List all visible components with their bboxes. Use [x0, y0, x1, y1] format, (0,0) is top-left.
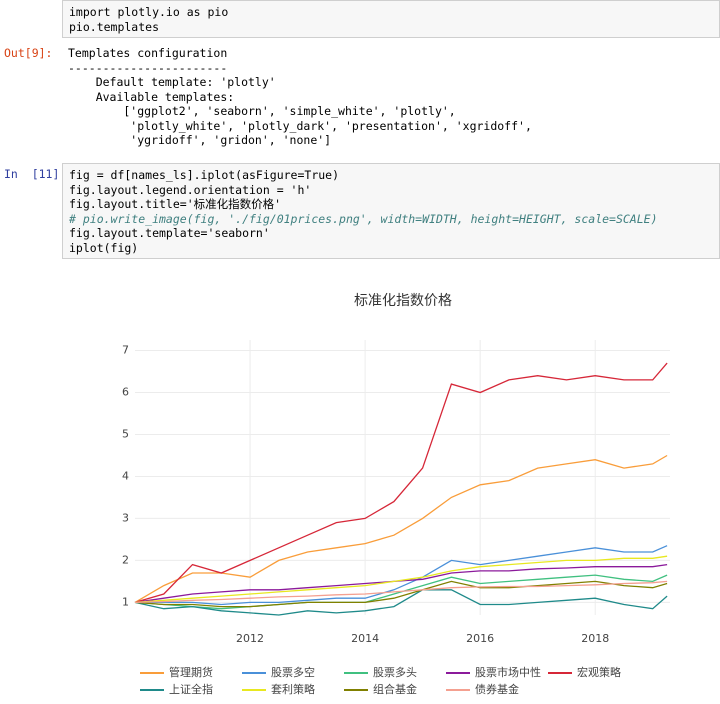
series-line: [134, 580, 668, 604]
text-line: import plotly.io as pio: [69, 5, 229, 19]
series-line: [134, 580, 668, 608]
series-line: [134, 563, 668, 604]
legend-label: 上证全指: [169, 682, 213, 696]
x-tick-label: 2014: [351, 632, 379, 645]
text-line: 'plotly_white', 'plotly_dark', 'presenta…: [68, 118, 532, 133]
code: fig = df[names_ls].iplot(asFigure=True) f…: [69, 168, 713, 255]
text-line: Default template: 'plotly': [68, 75, 276, 89]
x-tick-label: 2016: [466, 632, 494, 645]
code-cell[interactable]: import plotly.io as pio pio.templates: [62, 0, 720, 38]
text-line: Available templates:: [68, 89, 235, 104]
text-line: pio.templates: [69, 19, 160, 34]
text-line: # pio.write_image(fig, './fig/01prices.p…: [69, 211, 658, 226]
y-tick-label: 4: [122, 469, 129, 482]
out-prompt: Out[9]:: [4, 46, 53, 60]
text-line: fig.layout.legend.orientation = 'h': [69, 182, 312, 197]
text-line: -----------------------: [68, 60, 228, 75]
y-tick-label: 3: [122, 511, 129, 524]
chart-title: 标准化指数价格: [354, 293, 452, 309]
legend-label: 股票多头: [373, 665, 417, 679]
y-tick-label: 6: [122, 385, 129, 398]
text-line: 'ygridoff', 'gridon', 'none']: [68, 133, 332, 147]
text-line: fig.layout.template='seaborn': [69, 226, 270, 240]
series-line: [134, 555, 668, 604]
y-tick-label: 7: [122, 343, 129, 356]
series-line: [134, 362, 668, 604]
text-line: fig = df[names_ls].iplot(asFigure=True): [69, 168, 340, 182]
series-line: [135, 545, 668, 606]
legend-label: 宏观策略: [577, 665, 621, 679]
chart: 标准化指数价格 1 2 3 4 5 6 7 2012 2014 2016 2018 管理期货 股票多空 股…: [122, 293, 670, 696]
code: import plotly.io as pio pio.templates: [69, 5, 713, 34]
legend-label: 组合基金: [373, 682, 417, 696]
legend-label: 股票多空: [271, 665, 315, 679]
legend-label: 股票市场中性: [475, 665, 541, 679]
code-cell[interactable]: fig = df[names_ls].iplot(asFigure=True) f…: [62, 163, 720, 259]
legend-label: 管理期货: [169, 665, 213, 679]
text-line: ['ggplot2', 'seaborn', 'simple_white', '…: [68, 104, 456, 118]
output-text: Templates configuration -----------------…: [68, 46, 532, 148]
x-tick-label: 2018: [581, 632, 609, 645]
in-prompt: In [11]:: [4, 167, 67, 181]
legend-label: 套利策略: [271, 682, 315, 696]
y-tick-label: 2: [122, 553, 129, 566]
x-tick-label: 2012: [236, 632, 264, 645]
legend-label: 债券基金: [475, 682, 519, 696]
y-tick-label: 5: [122, 427, 129, 440]
y-tick-label: 1: [122, 595, 129, 608]
text-line: Templates configuration: [68, 46, 228, 60]
text-line: fig.layout.title='标准化指数价格': [69, 197, 282, 211]
text-line: iplot(fig): [69, 240, 139, 255]
series-line: [134, 454, 668, 603]
series-line: [134, 574, 668, 610]
series-line: [134, 589, 668, 616]
